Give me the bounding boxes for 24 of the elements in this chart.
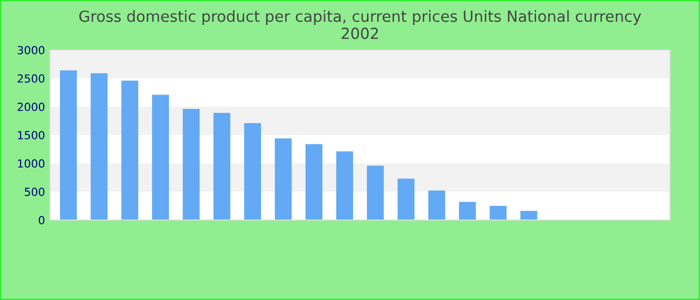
bar [182,108,200,220]
bar [121,80,138,220]
y-tick-label: 2000 [18,102,44,112]
bar [366,166,384,220]
y-tick-label: 3000 [18,46,44,54]
y-tick-label: 500 [24,188,44,196]
bar [60,70,77,220]
bar [274,138,292,220]
bar [336,151,354,220]
bar [306,144,322,220]
y-tick-label: 2500 [18,74,44,83]
bar [244,123,262,220]
y-tick-label: 1000 [18,159,44,168]
bar [490,206,507,220]
y-tick-label: 0 [38,216,44,224]
bar [90,73,108,220]
y-tick-label: 1500 [18,130,44,140]
bar [520,210,538,220]
bar [428,190,446,220]
chart-title: Gross domestic product per capita, current prices Units National currency 2002 [79,10,642,40]
bar [152,94,169,220]
bar [398,178,414,220]
bar [213,112,230,220]
bar [458,202,476,220]
